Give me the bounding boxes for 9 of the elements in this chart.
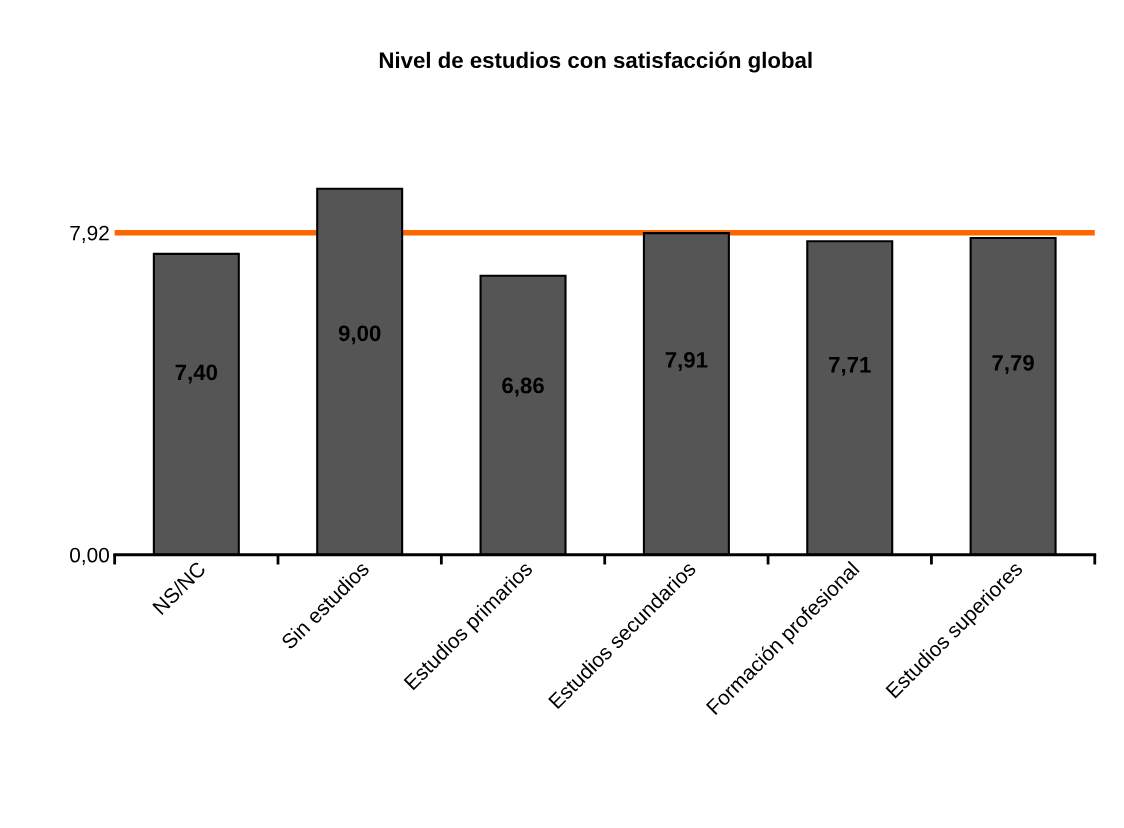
data-label: 7,91	[665, 352, 708, 371]
data-label: 7,40	[175, 364, 218, 384]
data-label: 7,79	[992, 354, 1034, 374]
data-label: 6,86	[502, 377, 544, 397]
y-tick-label: 0,00	[70, 547, 109, 565]
data-label: 9,00	[338, 325, 381, 345]
y-tick-label: 7,92	[70, 225, 109, 243]
chart-title: Nivel de estudios con satisfacción global	[379, 51, 812, 73]
data-label: 7,71	[829, 357, 871, 376]
